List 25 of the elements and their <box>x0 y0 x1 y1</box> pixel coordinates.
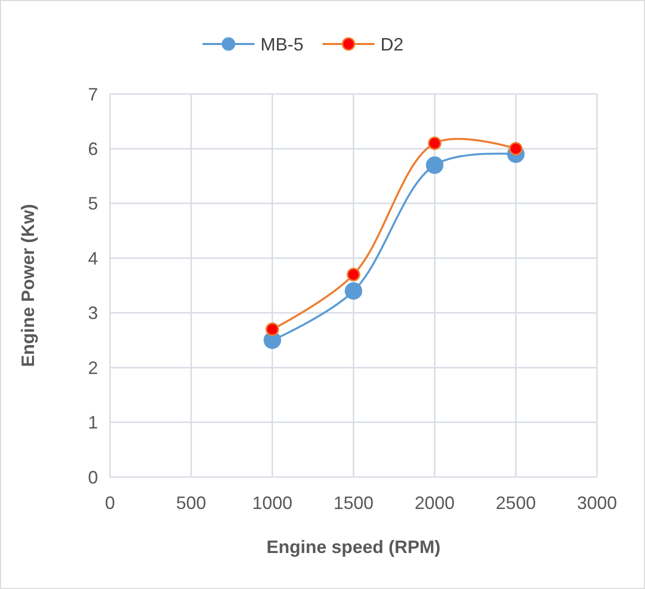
y-tick-label: 6 <box>88 139 98 160</box>
point <box>344 282 362 300</box>
legend-label: D2 <box>380 34 404 54</box>
y-tick-label: 2 <box>88 358 98 378</box>
y-tick-label: 1 <box>88 412 98 433</box>
x-tick-label: 0 <box>104 493 116 513</box>
x-tick-label: 1000 <box>252 493 292 513</box>
point <box>509 142 523 156</box>
point <box>428 136 442 150</box>
y-tick-label: 7 <box>88 84 98 104</box>
point <box>346 268 360 282</box>
point <box>426 156 444 174</box>
legend-label: MB-5 <box>260 34 304 54</box>
x-tick-label: 3000 <box>576 493 618 513</box>
x-tick-label: 2000 <box>414 493 455 513</box>
x-tick-label: 2500 <box>496 493 536 513</box>
y-tick-label: 0 <box>88 467 98 488</box>
y-tick-label: 4 <box>88 248 98 268</box>
y-axis-title: Engine Power (Kw) <box>18 204 38 368</box>
x-axis-title: Engine speed (RPM) <box>266 537 441 557</box>
x-tick-label: 500 <box>176 493 206 513</box>
x-tick-label: 1500 <box>333 493 374 513</box>
point <box>266 322 280 336</box>
y-tick-label: 5 <box>88 194 98 214</box>
y-tick-label: 3 <box>88 303 98 324</box>
